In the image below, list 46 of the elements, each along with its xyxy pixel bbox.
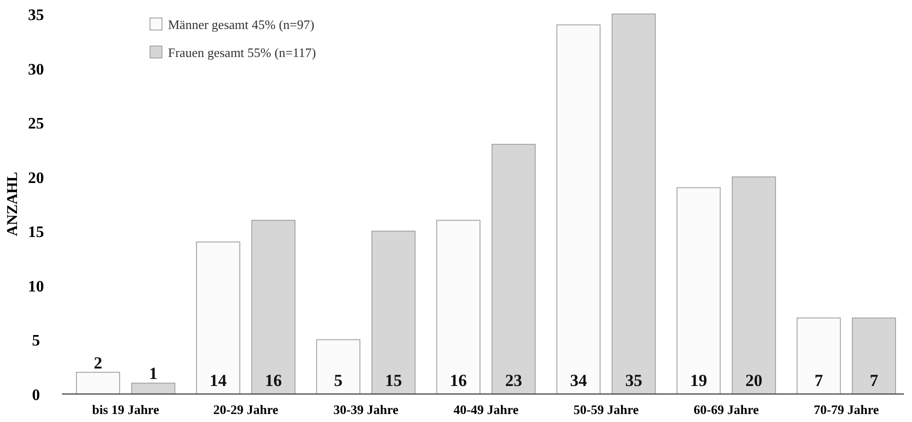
- y-tick-label: 10: [28, 278, 44, 296]
- data-label: 19: [690, 371, 708, 390]
- data-label: 1: [149, 364, 158, 384]
- data-label: 16: [264, 371, 282, 390]
- bar: [196, 242, 240, 394]
- data-label: 34: [570, 371, 588, 390]
- bar: [316, 339, 360, 394]
- bar: [732, 176, 776, 394]
- bar: [76, 372, 120, 394]
- y-tick-label: 35: [28, 7, 44, 24]
- y-tick-label: 30: [28, 61, 44, 78]
- x-tick-label: 50-59 Jahre: [574, 402, 639, 417]
- bar: [436, 220, 480, 394]
- data-label: 23: [505, 371, 522, 390]
- bar: [371, 230, 416, 394]
- x-tick-label: 40-49 Jahre: [453, 402, 519, 417]
- bar: [612, 14, 656, 394]
- data-label: 2: [94, 353, 102, 372]
- y-tick-label: 20: [28, 170, 44, 187]
- data-label: 5: [334, 371, 343, 390]
- x-tick-label: 20-29 Jahre: [213, 402, 279, 417]
- bar: [852, 318, 896, 394]
- data-label: 15: [385, 371, 402, 390]
- data-label: 16: [450, 371, 467, 390]
- x-tick-label: 30-39 Jahre: [333, 402, 399, 417]
- x-tick-label: 60-69 Jahre: [694, 402, 760, 417]
- data-label: 14: [210, 371, 228, 390]
- data-label: 20: [745, 371, 762, 390]
- bar: [131, 382, 176, 394]
- legend-label: Frauen gesamt 55% (n=117): [168, 45, 316, 60]
- y-tick-label: 0: [32, 387, 40, 404]
- data-label: 7: [870, 371, 879, 390]
- y-tick-label: 25: [28, 116, 44, 133]
- y-tick-label: 15: [28, 224, 44, 242]
- data-label: 7: [814, 371, 824, 390]
- bar: [492, 144, 536, 394]
- y-tick-label: 5: [32, 332, 40, 350]
- bar: [556, 24, 601, 394]
- legend-label: Männer gesamt 45% (n=97): [168, 17, 314, 32]
- x-tick-label: bis 19 Jahre: [92, 402, 160, 417]
- y-axis-title: ANZAHL: [5, 172, 21, 236]
- bar: [251, 220, 296, 394]
- bar: [676, 187, 721, 394]
- data-label: 35: [625, 371, 642, 390]
- bar: [796, 318, 841, 394]
- x-tick-label: 70-79 Jahre: [814, 402, 880, 417]
